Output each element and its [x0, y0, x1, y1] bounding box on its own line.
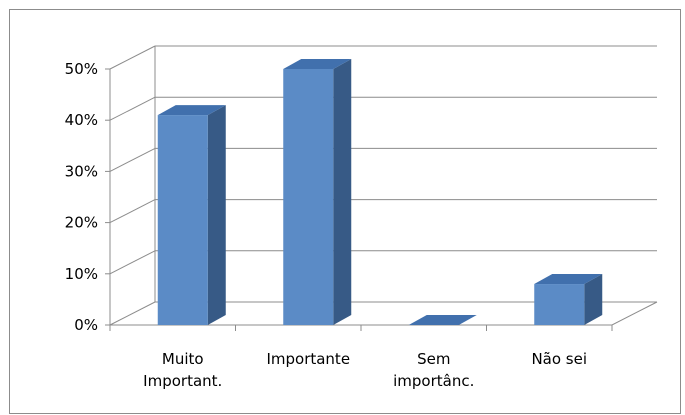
gridline-side	[109, 147, 156, 172]
bar-side	[333, 59, 352, 325]
bar-side	[207, 105, 226, 325]
y-tick-label: 0%	[74, 316, 98, 334]
y-tick-label: 40%	[65, 111, 98, 129]
gridlines	[105, 45, 658, 331]
gridline-side	[109, 250, 156, 275]
bar-2	[408, 315, 477, 325]
bar-0	[157, 105, 226, 325]
chart-border	[9, 9, 681, 414]
x-category-label: Sem importânc.	[393, 350, 474, 390]
bar-top	[534, 274, 603, 285]
y-tick-label: 10%	[65, 265, 98, 283]
x-category-label: Muito Important.	[143, 350, 222, 390]
bar-side	[584, 274, 603, 325]
gridline-side	[109, 45, 156, 70]
gridline-side	[109, 96, 156, 121]
gridline-side	[109, 301, 156, 326]
bar-top	[283, 59, 352, 69]
bar-front	[534, 284, 585, 325]
bar-front	[157, 115, 208, 325]
bars	[157, 59, 603, 325]
y-tick-label: 20%	[65, 214, 98, 232]
y-tick-label: 30%	[65, 162, 98, 180]
x-category-label: Importante	[266, 350, 350, 368]
bar-3	[534, 274, 603, 325]
bar-1	[283, 59, 352, 325]
y-tick-label: 50%	[65, 60, 98, 78]
x-category-label: Não sei	[531, 350, 587, 368]
bar-front	[283, 69, 334, 325]
bar-top	[157, 105, 226, 116]
bar-top	[408, 315, 477, 325]
gridline-side	[109, 199, 156, 224]
